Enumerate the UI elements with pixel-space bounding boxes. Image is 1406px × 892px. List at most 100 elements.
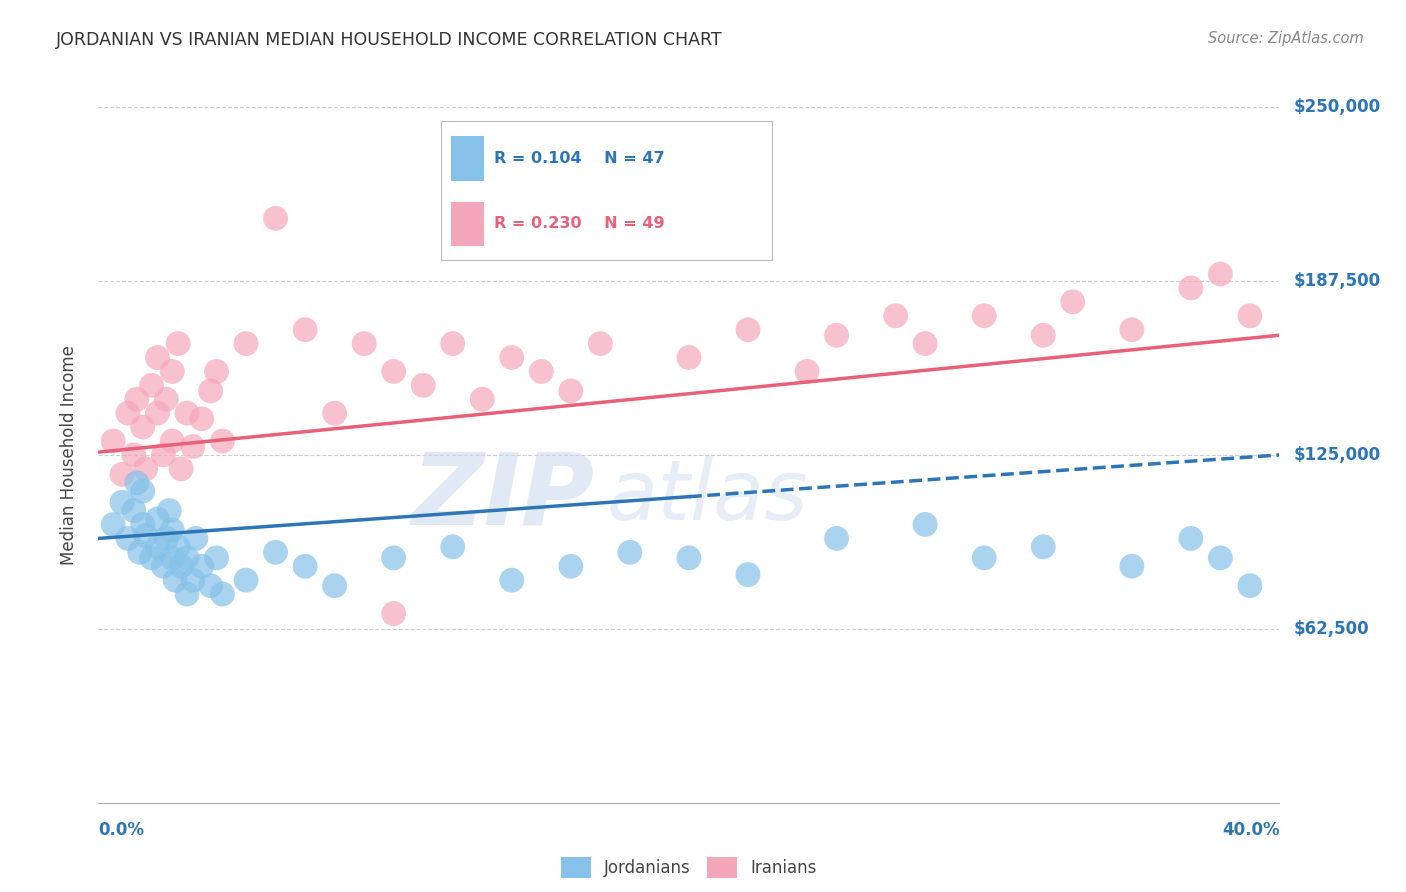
Text: 40.0%: 40.0% <box>1222 821 1279 838</box>
Text: 0.0%: 0.0% <box>98 821 145 838</box>
Point <box>382 550 405 565</box>
Point <box>1032 540 1054 554</box>
Point <box>181 573 204 587</box>
Text: ZIP: ZIP <box>412 448 595 545</box>
Point <box>162 550 183 565</box>
Point <box>146 540 169 554</box>
Point <box>737 567 759 582</box>
Point <box>471 392 494 407</box>
Point <box>264 211 287 226</box>
Point <box>619 545 641 559</box>
Text: JORDANIAN VS IRANIAN MEDIAN HOUSEHOLD INCOME CORRELATION CHART: JORDANIAN VS IRANIAN MEDIAN HOUSEHOLD IN… <box>56 31 723 49</box>
Point <box>200 384 222 398</box>
Point <box>235 573 257 587</box>
Point <box>167 336 190 351</box>
Text: $187,500: $187,500 <box>1294 272 1381 290</box>
Point <box>128 545 150 559</box>
Point <box>825 328 848 343</box>
Point <box>973 550 995 565</box>
Text: atlas: atlas <box>606 456 808 537</box>
Point <box>200 579 222 593</box>
Point <box>162 434 183 448</box>
Point <box>382 607 405 621</box>
Point <box>184 532 207 546</box>
Point <box>914 336 936 351</box>
Point <box>117 532 139 546</box>
Point <box>211 587 233 601</box>
Point <box>382 364 405 378</box>
Point <box>152 559 174 574</box>
Point <box>1180 281 1202 295</box>
Point <box>678 550 700 565</box>
Point <box>157 503 180 517</box>
Point <box>323 579 346 593</box>
Point <box>589 336 612 351</box>
Point <box>132 517 155 532</box>
Y-axis label: Median Household Income: Median Household Income <box>59 345 77 565</box>
Point <box>737 323 759 337</box>
Point <box>191 411 214 425</box>
Point <box>132 420 155 434</box>
Point <box>1209 550 1232 565</box>
Point <box>796 364 818 378</box>
Point <box>176 550 198 565</box>
Text: $125,000: $125,000 <box>1294 446 1381 464</box>
Point <box>412 378 434 392</box>
Point <box>146 512 169 526</box>
Point <box>176 587 198 601</box>
Point <box>162 364 183 378</box>
Point <box>530 364 553 378</box>
Text: $62,500: $62,500 <box>1294 620 1369 638</box>
Point <box>441 540 464 554</box>
Point <box>162 523 183 537</box>
Point <box>125 475 148 490</box>
Point <box>122 503 145 517</box>
Point <box>111 495 134 509</box>
Point <box>167 540 190 554</box>
Point <box>294 323 316 337</box>
Point <box>152 448 174 462</box>
Point <box>132 484 155 499</box>
Text: $250,000: $250,000 <box>1294 98 1381 116</box>
Point <box>205 364 228 378</box>
Point <box>176 406 198 420</box>
Point <box>103 434 125 448</box>
Point <box>678 351 700 365</box>
Point <box>125 392 148 407</box>
Point <box>155 532 177 546</box>
Point <box>294 559 316 574</box>
Point <box>264 545 287 559</box>
Point <box>1032 328 1054 343</box>
Point <box>111 467 134 482</box>
Point <box>1209 267 1232 281</box>
Point <box>560 384 582 398</box>
Point <box>1239 579 1261 593</box>
Legend: Jordanians, Iranians: Jordanians, Iranians <box>554 850 824 885</box>
Point <box>135 528 157 542</box>
Point <box>323 406 346 420</box>
Point <box>165 573 187 587</box>
Point <box>1180 532 1202 546</box>
Text: Source: ZipAtlas.com: Source: ZipAtlas.com <box>1208 31 1364 46</box>
Point <box>973 309 995 323</box>
Point <box>1239 309 1261 323</box>
Point <box>205 550 228 565</box>
Point <box>117 406 139 420</box>
Point <box>1121 323 1143 337</box>
Point <box>141 378 163 392</box>
Point <box>135 462 157 476</box>
Point <box>560 559 582 574</box>
Point <box>1062 294 1084 309</box>
Point <box>170 559 193 574</box>
Point <box>1121 559 1143 574</box>
Point <box>122 448 145 462</box>
Point <box>155 392 177 407</box>
Point <box>501 351 523 365</box>
Point <box>103 517 125 532</box>
Point <box>825 532 848 546</box>
Point <box>501 573 523 587</box>
Point <box>914 517 936 532</box>
Point <box>884 309 907 323</box>
Point <box>170 462 193 476</box>
Point <box>191 559 214 574</box>
